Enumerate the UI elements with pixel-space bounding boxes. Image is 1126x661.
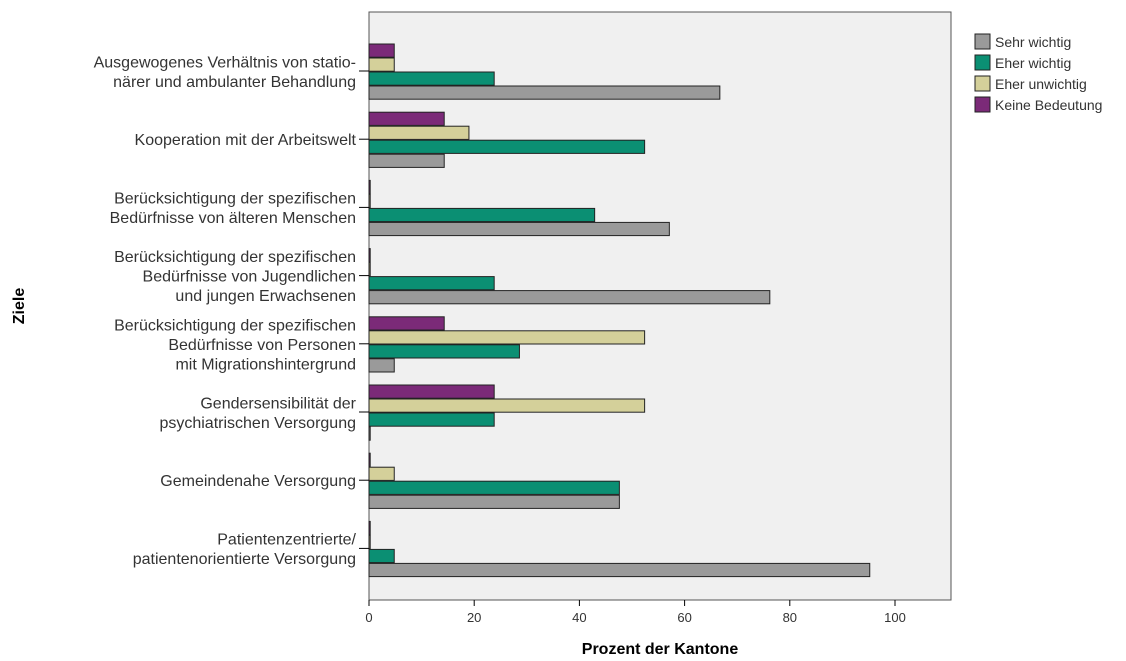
x-tick-label: 20 — [467, 610, 481, 625]
bar-sehr-wichtig — [368, 221, 670, 237]
bar-eher-wichtig — [368, 344, 520, 359]
x-tick-label: 40 — [572, 610, 586, 625]
bar-keine-bedeutung — [368, 384, 495, 399]
category-label: Bedürfnisse von Personen — [168, 337, 356, 354]
y-axis-title: Ziele — [11, 288, 28, 325]
category-label: Berücksichtigung der spezifischen — [114, 249, 356, 266]
bar-sehr-wichtig — [368, 426, 371, 441]
bar-sehr-wichtig — [368, 153, 445, 168]
bar-eher-unwichtig — [368, 57, 395, 72]
bar-sehr-wichtig — [368, 494, 620, 509]
bar-keine-bedeutung — [368, 43, 395, 58]
bar-sehr-wichtig — [368, 290, 771, 305]
category-label: Ausgewogenes Verhältnis von statio- — [94, 54, 356, 71]
bar-eher-wichtig — [368, 139, 646, 154]
bar-keine-bedeutung — [368, 452, 371, 467]
bar-eher-wichtig — [368, 412, 495, 427]
bar-sehr-wichtig — [368, 562, 871, 578]
category-label: und jungen Erwachsenen — [175, 288, 356, 305]
bar-eher-unwichtig — [368, 125, 470, 140]
category-label: patientenorientierte Versorgung — [133, 551, 356, 568]
bar-keine-bedeutung — [368, 316, 445, 331]
bar-eher-wichtig — [368, 548, 395, 564]
legend-label: Sehr wichtig — [995, 34, 1071, 50]
bar-eher-unwichtig — [368, 398, 646, 413]
x-axis: 0 20 40 60 80 100 — [365, 600, 906, 625]
category-label: Gemeindenahe Versorgung — [160, 473, 356, 490]
bars-layer — [368, 43, 871, 578]
legend-label: Keine Bedeutung — [995, 97, 1102, 113]
category-labels: Ausgewogenes Verhältnis von statio-närer… — [94, 54, 369, 568]
category-label: närer und ambulanter Behandlung — [113, 74, 356, 91]
bar-eher-unwichtig — [368, 193, 371, 209]
bar-eher-wichtig — [368, 207, 596, 223]
bar-keine-bedeutung — [368, 520, 371, 536]
legend-label: Eher unwichtig — [995, 76, 1087, 92]
x-tick-label: 100 — [884, 610, 906, 625]
legend-swatch — [974, 96, 991, 113]
x-axis-title: Prozent der Kantone — [582, 641, 739, 656]
bar-eher-unwichtig — [368, 262, 371, 277]
legend-swatch — [974, 75, 991, 92]
bar-eher-wichtig — [368, 276, 495, 291]
category-label: Kooperation mit der Arbeitswelt — [135, 132, 357, 149]
legend-swatch — [974, 54, 991, 71]
legend-label: Eher wichtig — [995, 55, 1071, 71]
category-label: Berücksichtigung der spezifischen — [114, 191, 356, 208]
x-tick-label: 80 — [783, 610, 797, 625]
category-label: mit Migrationshintergrund — [175, 356, 356, 373]
bar-sehr-wichtig — [368, 85, 721, 100]
bar-eher-unwichtig — [368, 466, 395, 481]
x-tick-label: 0 — [365, 610, 372, 625]
legend: Sehr wichtig Eher wichtig Eher unwichtig Ke… — [974, 33, 1102, 113]
bar-eher-unwichtig — [368, 330, 646, 345]
x-tick-label: 60 — [677, 610, 691, 625]
plot-area — [368, 11, 952, 601]
bar-eher-wichtig — [368, 71, 495, 86]
category-label: Bedürfnisse von älteren Menschen — [110, 210, 356, 227]
bar-eher-unwichtig — [368, 534, 371, 550]
category-label: Bedürfnisse von Jugendlichen — [143, 269, 356, 286]
bar-keine-bedeutung — [368, 179, 371, 195]
category-label: Patientenzentrierte/ — [217, 532, 356, 549]
bar-eher-wichtig — [368, 480, 620, 495]
bar-keine-bedeutung — [368, 248, 371, 263]
legend-swatch — [974, 33, 991, 50]
category-label: Gendersensibilität der — [200, 395, 356, 412]
bar-keine-bedeutung — [368, 111, 445, 126]
bar-sehr-wichtig — [368, 358, 395, 373]
category-label: Berücksichtigung der spezifischen — [114, 317, 356, 334]
category-label: psychiatrischen Versorgung — [159, 415, 356, 432]
